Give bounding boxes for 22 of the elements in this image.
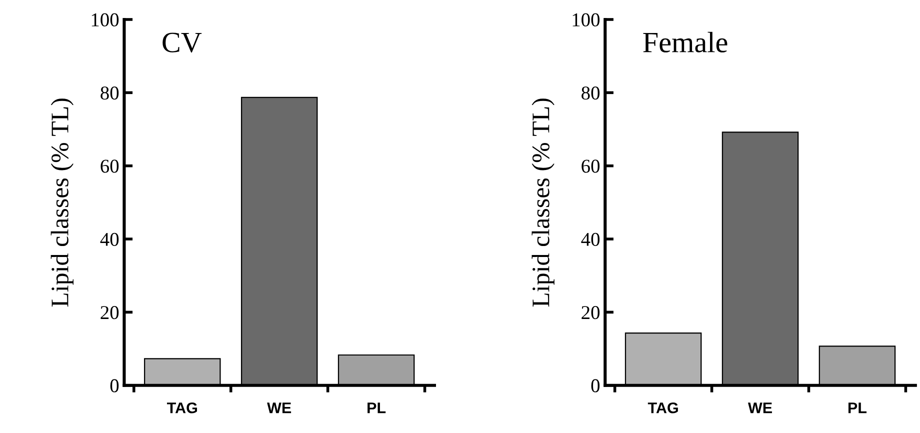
x-tick-label: PL bbox=[848, 402, 867, 414]
y-tick-label: 0 bbox=[591, 379, 600, 392]
y-tick-label: 20 bbox=[582, 306, 600, 320]
y-tick-label: 0 bbox=[110, 379, 119, 392]
y-tick-label: 40 bbox=[100, 232, 119, 246]
y-tick-label: 100 bbox=[92, 13, 119, 26]
y-tick-label: 40 bbox=[581, 232, 600, 246]
y-axis-title: Lipid classes (% TL) bbox=[50, 98, 74, 307]
y-tick-label: 80 bbox=[100, 86, 119, 100]
y-tick-label: 60 bbox=[582, 160, 600, 173]
y-tick-label: 100 bbox=[572, 13, 600, 26]
y-tick-label: 60 bbox=[100, 160, 119, 173]
y-tick-label: 80 bbox=[582, 86, 600, 100]
x-tick-label: TAG bbox=[166, 402, 197, 414]
chart-title: CV bbox=[162, 32, 202, 53]
x-tick-label: TAG bbox=[648, 402, 678, 414]
x-tick-label: WE bbox=[267, 402, 292, 414]
x-tick-label: WE bbox=[748, 402, 772, 414]
x-tick-label: PL bbox=[368, 402, 386, 414]
chart-title: Female bbox=[643, 32, 728, 52]
y-tick-label: 20 bbox=[100, 306, 119, 320]
y-axis-title: Lipid classes (% TL) bbox=[532, 98, 554, 307]
